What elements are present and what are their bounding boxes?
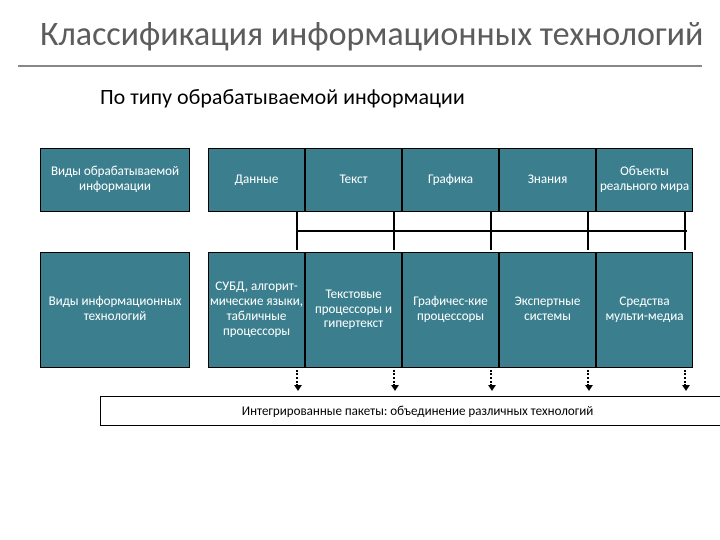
row-label-types: Виды обрабатываемой информации [40,148,190,212]
col-header: Объекты реального мира [596,148,693,212]
footer-integrated-packages: Интегрированные пакеты: объединение разл… [100,396,720,426]
row-label-tech: Виды информационных технологий [40,252,190,368]
col-header: Графика [402,148,499,212]
tech-row: Виды информационных технологий СУБД, алг… [40,252,695,368]
connector-lines-top [248,212,720,252]
slide-subtitle: По типу обрабатываемой информации [0,67,720,120]
tech-cell: Экспертные системы [499,252,596,368]
tech-cell: Текстовые процессоры и гипертекст [305,252,402,368]
col-header: Данные [208,148,305,212]
tech-cell: Графичес-кие процессоры [402,252,499,368]
col-header: Текст [305,148,402,212]
tech-cell: Средства мульти-медиа [596,252,693,368]
slide-title: Классификация информационных технологий [0,0,720,59]
tech-cell: СУБД, алгорит-мические языки, табличные … [208,252,305,368]
dashed-arrows [248,368,720,396]
col-header: Знания [499,148,596,212]
header-row: Виды обрабатываемой информации Данные Те… [40,148,695,212]
classification-grid: Виды обрабатываемой информации Данные Те… [40,148,695,368]
